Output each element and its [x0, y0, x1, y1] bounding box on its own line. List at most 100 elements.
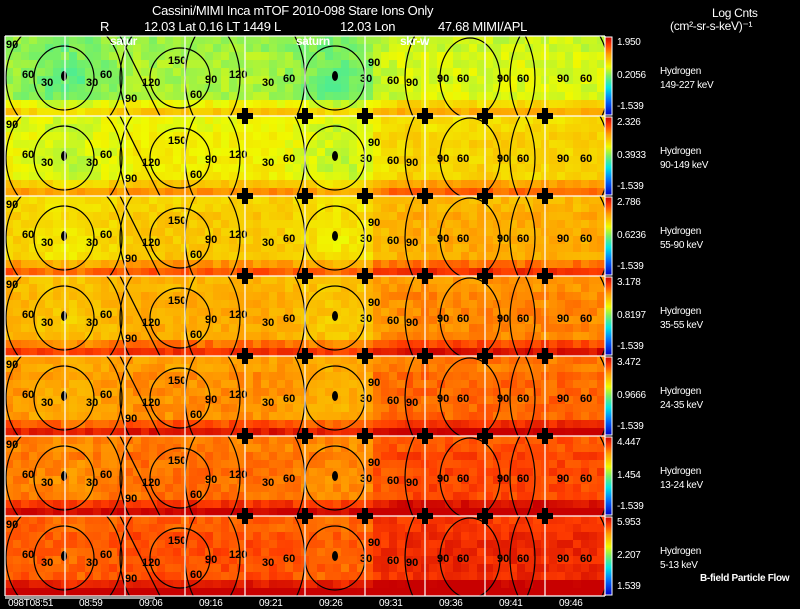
heatmap-cell: [397, 372, 405, 380]
heatmap-cell: [237, 148, 245, 156]
heatmap-cell: [509, 292, 517, 300]
heatmap-cell: [213, 364, 221, 372]
heatmap-cell: [525, 180, 533, 188]
heatmap-cell: [45, 364, 53, 372]
heatmap-cell: [533, 196, 541, 204]
heatmap-cell: [253, 116, 261, 124]
heatmap-cell: [109, 404, 117, 412]
heatmap-cell: [469, 444, 477, 452]
heatmap-cell: [597, 324, 605, 332]
heatmap-cell: [469, 452, 477, 460]
heatmap-cell: [293, 540, 301, 548]
heatmap-cell: [501, 292, 509, 300]
heatmap-cell: [293, 388, 301, 396]
heatmap-cell: [213, 108, 221, 116]
heatmap-cell: [365, 364, 373, 372]
heatmap-cell: [517, 452, 525, 460]
heatmap-cell: [365, 444, 373, 452]
heatmap-cell: [189, 444, 197, 452]
heatmap-cell: [45, 492, 53, 500]
heatmap-cell: [261, 444, 269, 452]
heatmap-cell: [197, 324, 205, 332]
heatmap-cell: [453, 156, 461, 164]
heatmap-cell: [101, 100, 109, 108]
heatmap-cell: [477, 484, 485, 492]
heatmap-cell: [493, 364, 501, 372]
heatmap-cell: [229, 236, 237, 244]
heatmap-cell: [13, 460, 21, 468]
heatmap-cell: [397, 172, 405, 180]
heatmap-cell: [357, 36, 365, 44]
heatmap-cell: [557, 236, 565, 244]
heatmap-cell: [485, 356, 493, 364]
heatmap-cell: [517, 236, 525, 244]
contour-label: 60: [283, 233, 295, 245]
heatmap-cell: [445, 76, 453, 84]
heatmap-cell: [573, 316, 581, 324]
heatmap-cell: [69, 132, 77, 140]
heatmap-cell: [589, 332, 597, 340]
heatmap-cell: [365, 244, 373, 252]
heatmap-cell: [125, 412, 133, 420]
heatmap-cell: [413, 300, 421, 308]
heatmap-cell: [557, 316, 565, 324]
heatmap-cell: [149, 292, 157, 300]
heatmap-cell: [221, 420, 229, 428]
heatmap-cell: [373, 524, 381, 532]
heatmap-cell: [317, 172, 325, 180]
contour-label: 90: [125, 493, 137, 505]
heatmap-cell: [525, 172, 533, 180]
heatmap-cell: [141, 172, 149, 180]
heatmap-cell: [533, 244, 541, 252]
heatmap-cell: [349, 460, 357, 468]
heatmap-cell: [93, 300, 101, 308]
heatmap-cell: [245, 436, 253, 444]
heatmap-cell: [509, 76, 517, 84]
heatmap-cell: [573, 428, 581, 436]
heatmap-cell: [565, 316, 573, 324]
heatmap-cell: [37, 108, 45, 116]
heatmap-cell: [253, 36, 261, 44]
heatmap-cell: [261, 500, 269, 508]
heatmap-cell: [229, 500, 237, 508]
heatmap-cell: [325, 172, 333, 180]
heatmap-cell: [589, 500, 597, 508]
heatmap-cell: [253, 444, 261, 452]
heatmap-cell: [597, 428, 605, 436]
heatmap-cell: [245, 412, 253, 420]
heatmap-cell: [357, 132, 365, 140]
heatmap-cell: [141, 316, 149, 324]
heatmap-cell: [21, 252, 29, 260]
heatmap-cell: [157, 324, 165, 332]
heatmap-cell: [37, 172, 45, 180]
heatmap-cell: [229, 164, 237, 172]
heatmap-cell: [293, 460, 301, 468]
heatmap-cell: [133, 44, 141, 52]
heatmap-cell: [381, 172, 389, 180]
heatmap-cell: [213, 180, 221, 188]
heatmap-cell: [573, 260, 581, 268]
heatmap-cell: [149, 44, 157, 52]
heatmap-cell: [309, 172, 317, 180]
heatmap-cell: [253, 244, 261, 252]
heatmap-cell: [101, 164, 109, 172]
heatmap-cell: [309, 380, 317, 388]
heatmap-cell: [13, 196, 21, 204]
heatmap-cell: [173, 236, 181, 244]
heatmap-cell: [173, 436, 181, 444]
heatmap-cell: [37, 260, 45, 268]
contour-label: 90: [205, 154, 217, 166]
heatmap-cell: [213, 132, 221, 140]
contour-label: 60: [457, 73, 469, 85]
heatmap-cell: [317, 540, 325, 548]
heatmap-cell: [45, 340, 53, 348]
heatmap-cell: [205, 436, 213, 444]
heatmap-cell: [21, 100, 29, 108]
heatmap-cell: [293, 332, 301, 340]
heatmap-cell: [573, 348, 581, 356]
heatmap-cell: [485, 284, 493, 292]
heatmap-cell: [173, 332, 181, 340]
heatmap-cell: [333, 132, 341, 140]
heatmap-cell: [221, 396, 229, 404]
